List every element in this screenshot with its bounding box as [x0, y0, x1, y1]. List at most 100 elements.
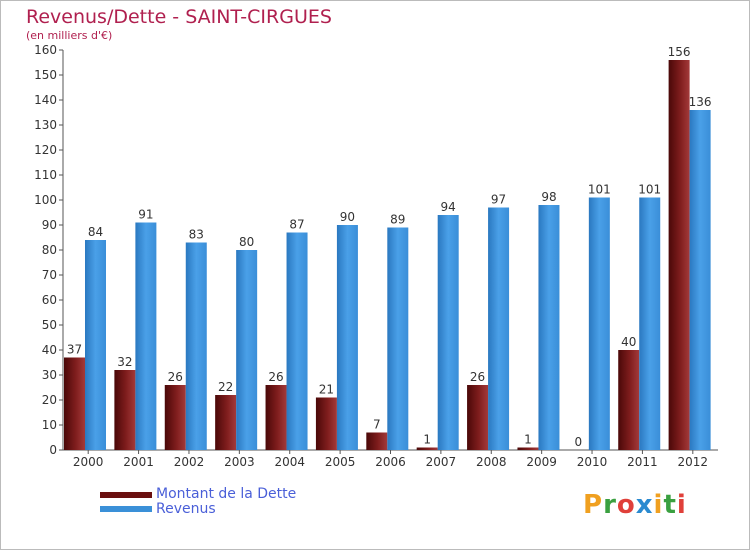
bar-debt	[467, 385, 489, 450]
data-label: 26	[470, 370, 485, 384]
data-label: 0	[575, 435, 583, 449]
logo-letter: o	[616, 490, 636, 520]
data-label: 37	[67, 343, 82, 357]
data-label: 22	[218, 380, 233, 394]
chart-axes: 0102030405060708090100110120130140150160…	[34, 43, 718, 469]
y-tick-label: 130	[34, 118, 57, 132]
data-label: 94	[441, 200, 456, 214]
logo-letter: i	[653, 490, 664, 520]
data-label: 80	[239, 235, 254, 249]
bar-revenue	[236, 250, 258, 450]
bar-debt	[416, 447, 438, 450]
x-tick-label: 2010	[577, 455, 608, 469]
data-label: 98	[541, 190, 556, 204]
bar-revenue	[538, 205, 560, 450]
bar-debt	[366, 432, 388, 450]
y-tick-label: 100	[34, 193, 57, 207]
data-label: 40	[621, 335, 636, 349]
chart-data-labels: 37 32 26 22 26 21 7 1 26 1 0 40 156 84 91 83 80 87 90 89 94 9…	[67, 45, 712, 449]
data-label: 101	[588, 183, 611, 197]
bar-revenue	[387, 227, 409, 450]
x-tick-label: 2002	[174, 455, 205, 469]
data-label: 91	[138, 208, 153, 222]
bar-debt	[114, 370, 136, 450]
y-tick-label: 10	[42, 418, 57, 432]
y-tick-label: 110	[34, 168, 57, 182]
y-tick-label: 70	[42, 268, 57, 282]
y-tick-label: 150	[34, 68, 57, 82]
data-label: 97	[491, 193, 506, 207]
data-label: 87	[289, 218, 304, 232]
logo-letter: P	[583, 490, 604, 520]
bar-debt	[315, 397, 337, 450]
data-label: 26	[168, 370, 183, 384]
bar-revenue	[437, 215, 459, 450]
logo-letter: r	[603, 490, 617, 520]
data-label: 83	[189, 228, 204, 242]
chart-title: Revenus/Dette - SAINT-CIRGUES	[26, 6, 332, 28]
data-label: 84	[88, 225, 103, 239]
data-label: 32	[117, 355, 132, 369]
bar-debt	[517, 447, 539, 450]
bar-debt	[265, 385, 287, 450]
proxiti-logo: Proxiti	[583, 490, 687, 520]
y-tick-label: 120	[34, 143, 57, 157]
x-tick-label: 2005	[325, 455, 356, 469]
logo-letter: i	[676, 490, 687, 520]
data-label: 89	[390, 213, 405, 227]
x-tick-label: 2009	[526, 455, 557, 469]
bar-revenue	[286, 232, 308, 450]
data-label: 136	[689, 95, 712, 109]
bar-debt	[64, 357, 85, 450]
x-tick-label: 2011	[627, 455, 658, 469]
legend-label-debt: Montant de la Dette	[156, 486, 297, 502]
chart-subtitle: (en milliers d'€)	[26, 29, 113, 42]
legend-label-revenue: Revenus	[156, 501, 216, 517]
bar-revenue	[185, 242, 207, 450]
x-tick-label: 2000	[73, 455, 104, 469]
bar-revenue	[135, 222, 157, 450]
data-label: 7	[373, 418, 381, 432]
y-tick-label: 0	[49, 443, 57, 457]
y-tick-label: 80	[42, 243, 57, 257]
logo-letter: x	[635, 490, 654, 520]
y-tick-label: 30	[42, 368, 57, 382]
legend-swatch-debt	[100, 492, 152, 498]
y-tick-label: 50	[42, 318, 57, 332]
data-label: 1	[423, 433, 431, 447]
bar-revenue	[336, 225, 358, 450]
x-tick-label: 2006	[375, 455, 406, 469]
y-tick-label: 40	[42, 343, 57, 357]
bar-debt	[668, 60, 690, 450]
bar-revenue	[689, 110, 711, 450]
bar-debt	[618, 350, 640, 450]
y-tick-label: 90	[42, 218, 57, 232]
bar-debt	[164, 385, 186, 450]
y-tick-label: 20	[42, 393, 57, 407]
data-label: 101	[638, 183, 661, 197]
bar-revenue	[588, 197, 610, 450]
data-label: 21	[319, 383, 334, 397]
x-tick-label: 2008	[476, 455, 507, 469]
bar-debt	[215, 395, 237, 450]
x-tick-label: 2001	[123, 455, 154, 469]
bar-revenue	[85, 240, 106, 450]
x-tick-label: 2007	[426, 455, 457, 469]
x-tick-label: 2003	[224, 455, 255, 469]
data-label: 26	[268, 370, 283, 384]
logo-letter: t	[663, 490, 677, 520]
bar-revenue	[488, 207, 510, 450]
data-label: 1	[524, 433, 532, 447]
x-tick-label: 2004	[274, 455, 305, 469]
chart-bars	[64, 60, 711, 450]
y-tick-label: 160	[34, 43, 57, 57]
y-tick-label: 140	[34, 93, 57, 107]
x-tick-label: 2012	[678, 455, 709, 469]
data-label: 156	[668, 45, 691, 59]
y-tick-label: 60	[42, 293, 57, 307]
data-label: 90	[340, 210, 355, 224]
legend-swatch-revenue	[100, 506, 152, 512]
bar-revenue	[639, 197, 661, 450]
